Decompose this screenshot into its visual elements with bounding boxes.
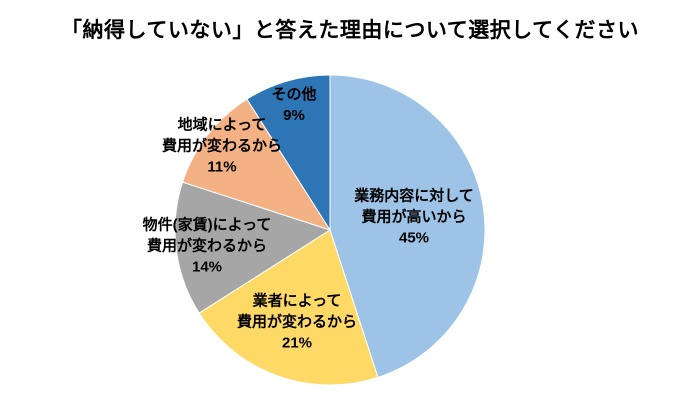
pie-slice-3 — [181, 98, 332, 231]
pie-slice-4 — [246, 74, 331, 232]
pie-slice-2 — [174, 181, 332, 314]
pie-slice-0 — [329, 74, 486, 379]
pie-slice-1 — [198, 229, 379, 386]
chart-title: 「納得していない」と答えた理由について選択してください — [61, 19, 639, 42]
